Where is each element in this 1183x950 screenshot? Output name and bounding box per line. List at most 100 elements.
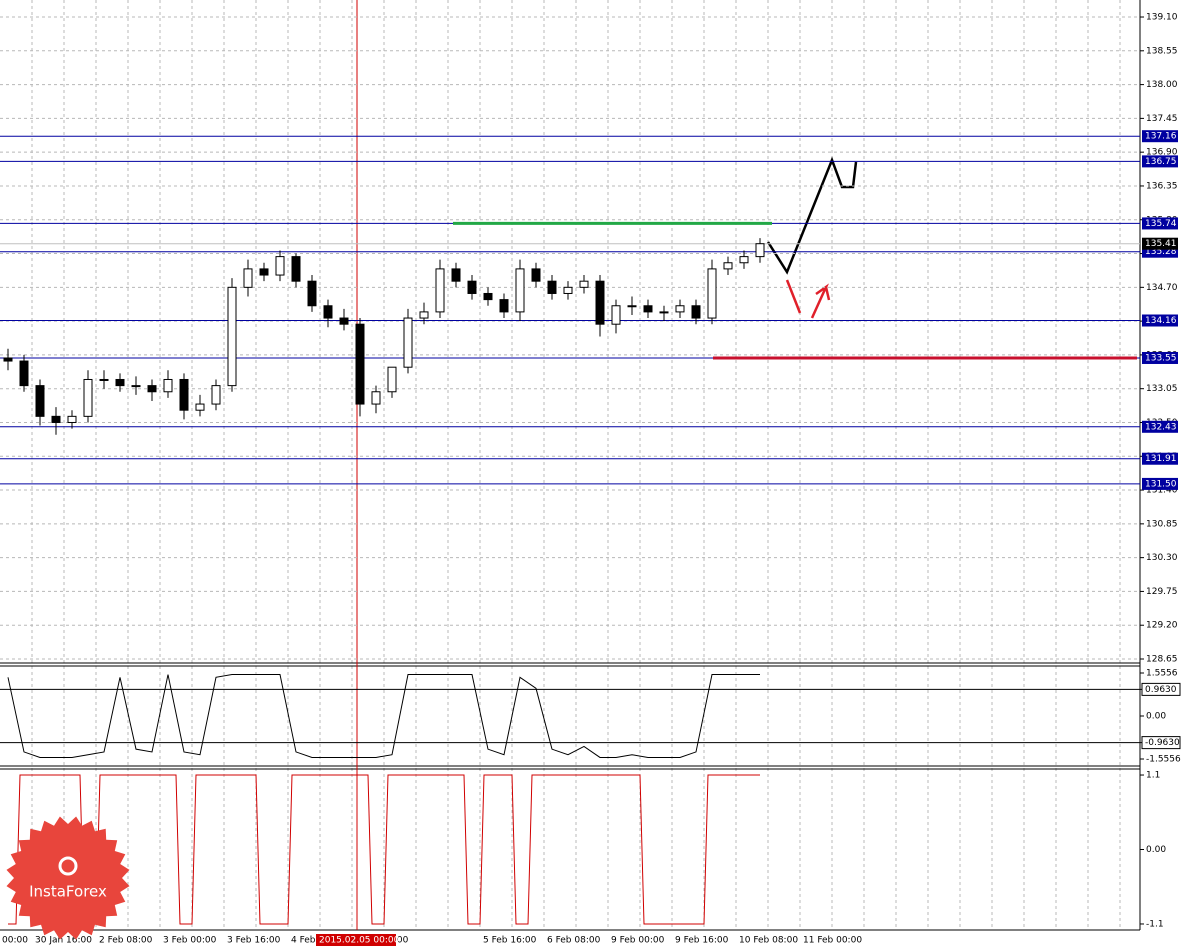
candle-body — [51, 415, 61, 423]
candle-body — [227, 286, 237, 387]
level-label-bg — [1141, 736, 1181, 750]
candle-body — [723, 262, 733, 270]
candle-body — [211, 385, 221, 405]
level-label: 131.50 — [1145, 479, 1177, 489]
candle-body — [707, 268, 717, 319]
candle-body — [611, 305, 621, 325]
crosshair-label-bg — [316, 934, 396, 946]
candle-body — [371, 391, 381, 405]
candle-body — [419, 311, 429, 319]
candle-body — [147, 385, 157, 393]
candle-body — [483, 292, 493, 301]
candle-body — [627, 305, 637, 308]
y-tick-label: 130.30 — [1146, 553, 1178, 563]
level-label-bg — [1142, 420, 1178, 433]
y-tick-label: 1.1 — [1146, 771, 1160, 781]
level-label: 135.74 — [1145, 219, 1177, 229]
x-tick-label: 5 Feb 16:00 — [483, 936, 537, 946]
y-tick-label: 133.05 — [1146, 384, 1178, 394]
y-tick-label: 139.10 — [1146, 13, 1178, 23]
y-tick-label: -1.1 — [1146, 919, 1164, 929]
x-tick-label: 30 Jan 16:00 — [35, 936, 92, 946]
y-tick-label: 0.00 — [1146, 712, 1166, 722]
x-tick-label: 2 Feb 08:00 — [99, 936, 153, 946]
candle-body — [355, 323, 365, 405]
indicator-line — [8, 774, 760, 925]
logo-text: InstaForex — [29, 883, 107, 901]
candle-body — [3, 357, 13, 362]
candle-body — [403, 317, 413, 368]
y-tick-label: 131.40 — [1146, 486, 1178, 496]
candle-body — [755, 243, 765, 258]
x-tick-label: 10 Feb 08:00 — [739, 936, 798, 946]
x-tick-label: 3 Feb 00:00 — [163, 936, 217, 946]
forecast-arrow — [824, 286, 831, 301]
candle-body — [547, 280, 557, 294]
level-label-bg — [1142, 477, 1178, 490]
x-tick-label: 6 Feb 08:00 — [547, 936, 601, 946]
candle-body — [675, 305, 685, 313]
candle-body — [243, 268, 253, 288]
candle-body — [19, 360, 29, 387]
level-label: 134.16 — [1145, 316, 1177, 326]
candle-body — [179, 378, 189, 411]
indicator-line — [7, 674, 760, 758]
y-tick-label: -1.5556 — [1146, 754, 1181, 764]
candle-body — [451, 268, 461, 282]
candle-body — [291, 256, 301, 282]
y-tick-label: 1.5556 — [1146, 669, 1178, 679]
candle-body — [467, 280, 477, 294]
candle-body — [339, 317, 349, 325]
level-label-bg — [1141, 682, 1181, 696]
level-label: 137.16 — [1145, 132, 1177, 142]
candle-body — [739, 256, 749, 264]
candle-body — [83, 378, 93, 417]
candle-body — [563, 286, 573, 294]
candle-body — [595, 280, 605, 325]
logo: InstaForex — [6, 816, 130, 940]
y-tick-label: 129.20 — [1146, 621, 1178, 631]
x-tick-label: 9 Feb 00:00 — [611, 936, 665, 946]
level-label: -0.9630 — [1145, 738, 1180, 748]
y-tick-label: 136.35 — [1146, 181, 1178, 191]
y-tick-label: 137.45 — [1146, 114, 1178, 124]
level-label: 135.28 — [1145, 247, 1177, 257]
x-tick-label: 00:00 — [2, 936, 28, 946]
y-tick-label: 136.90 — [1146, 148, 1178, 158]
level-label-bg — [1142, 155, 1178, 168]
candle-body — [387, 366, 397, 393]
level-label: 136.75 — [1145, 157, 1177, 167]
candle-body — [259, 268, 269, 276]
x-tick-label: 9 Feb 16:00 — [675, 936, 729, 946]
level-label-bg — [1142, 217, 1178, 230]
level-label-bg — [1142, 351, 1178, 364]
candle-body — [275, 256, 285, 276]
y-tick-label: 128.65 — [1146, 655, 1178, 665]
level-label: 131.91 — [1145, 454, 1177, 464]
logo-icon — [58, 856, 78, 876]
y-tick-label: 138.55 — [1146, 46, 1178, 56]
forecast-path — [766, 156, 858, 275]
candle-body — [307, 280, 317, 307]
candle-body — [163, 378, 173, 393]
level-label: 0.9630 — [1145, 685, 1177, 695]
y-tick-label: 130.85 — [1146, 519, 1178, 529]
y-tick-label: 138.00 — [1146, 80, 1178, 90]
current-price-bg — [1142, 237, 1178, 250]
level-label-bg — [1142, 314, 1178, 327]
candle-body — [531, 268, 541, 282]
logo-badge — [6, 816, 130, 940]
forecast-arrow — [785, 279, 802, 314]
level-label: 132.43 — [1145, 422, 1177, 432]
y-tick-label: 129.75 — [1146, 587, 1178, 597]
candle-body — [131, 385, 141, 388]
candle-body — [115, 378, 125, 387]
y-tick-label: 0.00 — [1146, 845, 1166, 855]
candle-body — [435, 268, 445, 313]
candle-body — [195, 403, 205, 411]
candle-body — [499, 299, 509, 313]
level-label-bg — [1142, 452, 1178, 465]
x-tick-label: 11 Feb 00:00 — [803, 936, 862, 946]
